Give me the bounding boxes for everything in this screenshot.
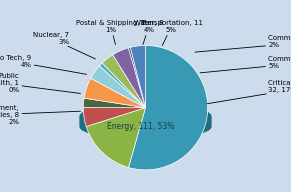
Wedge shape [84, 78, 146, 108]
Text: Postal & Shipping, 2
1%: Postal & Shipping, 2 1% [76, 20, 146, 45]
Text: Nuclear, 7
3%: Nuclear, 7 3% [33, 32, 95, 59]
Ellipse shape [80, 104, 211, 128]
Text: Commercial Facilities, 5
2%: Commercial Facilities, 5 2% [195, 36, 291, 52]
Wedge shape [86, 108, 146, 167]
Text: Critical Manufacturing,
32, 17%: Critical Manufacturing, 32, 17% [207, 80, 291, 104]
Text: Info Tech, 9
4%: Info Tech, 9 4% [0, 55, 87, 74]
Text: Communications, 10
5%: Communications, 10 5% [200, 56, 291, 73]
Wedge shape [128, 46, 208, 170]
Ellipse shape [80, 109, 211, 132]
Wedge shape [83, 98, 146, 108]
Wedge shape [91, 66, 146, 108]
Wedge shape [100, 63, 146, 108]
Ellipse shape [80, 108, 211, 131]
Wedge shape [128, 47, 146, 108]
Wedge shape [83, 108, 146, 127]
Ellipse shape [80, 112, 211, 136]
Text: Water, 8
4%: Water, 8 4% [134, 20, 164, 45]
Text: Government,
Facilities, 8
2%: Government, Facilities, 8 2% [0, 105, 81, 125]
Ellipse shape [80, 106, 211, 130]
Wedge shape [113, 48, 146, 108]
Ellipse shape [80, 115, 211, 138]
Text: Energy, 111, 53%: Energy, 111, 53% [107, 122, 175, 131]
Wedge shape [102, 55, 146, 108]
Wedge shape [130, 46, 146, 108]
Ellipse shape [80, 110, 211, 134]
Ellipse shape [80, 113, 211, 137]
Text: Transportation, 11
5%: Transportation, 11 5% [139, 20, 203, 46]
Text: Public
Health, 1
0%: Public Health, 1 0% [0, 74, 81, 94]
